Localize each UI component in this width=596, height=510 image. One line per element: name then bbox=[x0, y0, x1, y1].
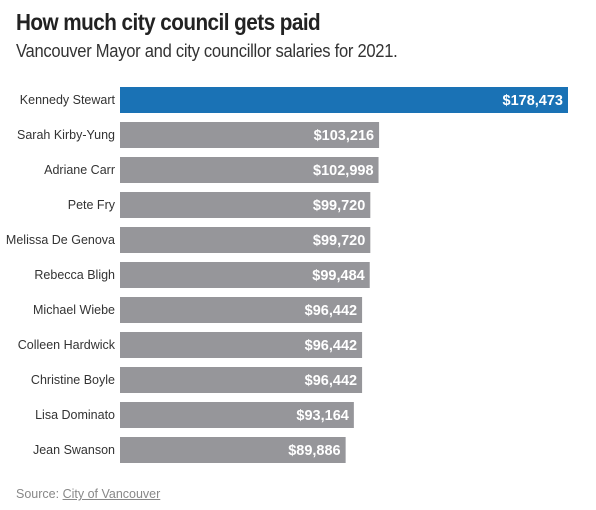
bar bbox=[120, 297, 363, 323]
bar-label: Colleen Hardwick bbox=[18, 338, 116, 352]
bar-label: Jean Swanson bbox=[33, 443, 115, 457]
bar-chart: Kennedy Stewart $178,473 Sarah Kirby-Yung $… bbox=[6, 87, 568, 463]
source-note: Source: City of Vancouver bbox=[16, 487, 160, 501]
bar bbox=[120, 402, 354, 428]
bar-value-label: $96,442 bbox=[305, 338, 357, 354]
bar-label: Sarah Kirby-Yung bbox=[17, 128, 115, 142]
bar bbox=[120, 157, 379, 183]
source-prefix: Source: bbox=[16, 487, 63, 501]
bar-value-label: $96,442 bbox=[305, 373, 357, 389]
bar bbox=[120, 367, 363, 393]
bar-label: Michael Wiebe bbox=[33, 303, 115, 317]
bar-label: Pete Fry bbox=[68, 198, 116, 212]
bar-label: Melissa De Genova bbox=[6, 233, 115, 247]
bar bbox=[120, 87, 568, 113]
source-link[interactable]: City of Vancouver bbox=[62, 487, 161, 501]
chart-title: How much city council gets paid bbox=[16, 9, 321, 35]
bar-value-label: $99,484 bbox=[312, 268, 364, 284]
bar-value-label: $89,886 bbox=[288, 443, 340, 459]
bar-value-label: $96,442 bbox=[305, 303, 357, 319]
bar-label: Adriane Carr bbox=[44, 163, 115, 177]
bar bbox=[120, 227, 371, 253]
bar bbox=[120, 262, 370, 288]
bar-label: Rebecca Bligh bbox=[34, 268, 115, 282]
bar-value-label: $99,720 bbox=[313, 198, 365, 214]
bar bbox=[120, 192, 371, 218]
bar-label: Kennedy Stewart bbox=[20, 93, 116, 107]
bar-label: Lisa Dominato bbox=[35, 408, 115, 422]
bar-value-label: $103,216 bbox=[314, 128, 374, 144]
bar bbox=[120, 122, 380, 148]
bar bbox=[120, 437, 346, 463]
chart-subtitle: Vancouver Mayor and city councillor sala… bbox=[16, 41, 398, 61]
bar bbox=[120, 332, 363, 358]
bar-value-label: $93,164 bbox=[296, 408, 348, 424]
bar-value-label: $178,473 bbox=[503, 93, 563, 109]
bar-value-label: $99,720 bbox=[313, 233, 365, 249]
bar-label: Christine Boyle bbox=[31, 373, 115, 387]
bar-value-label: $102,998 bbox=[313, 163, 373, 179]
